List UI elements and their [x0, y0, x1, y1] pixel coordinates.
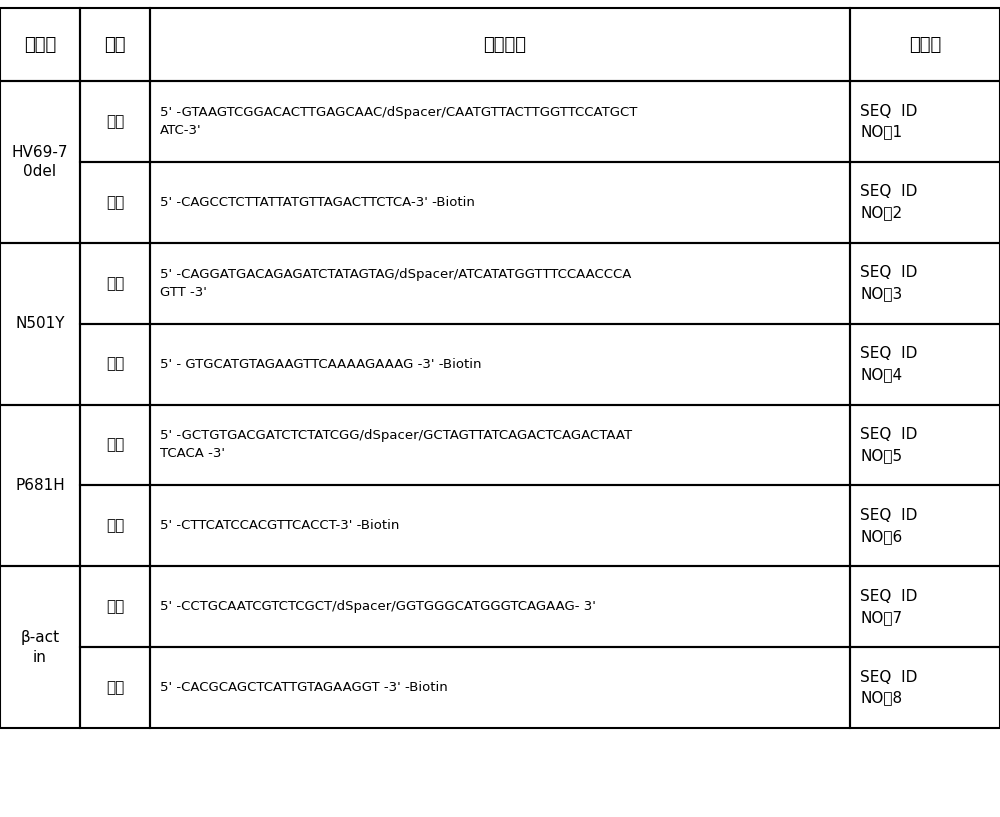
Bar — [80, 566, 150, 647]
Text: 5' -CACGCAGCTCATTGTAGAAGGT -3' -Biotin: 5' -CACGCAGCTCATTGTAGAAGGT -3' -Biotin — [160, 681, 448, 694]
Text: SEQ  ID
NO：4: SEQ ID NO：4 — [860, 346, 917, 382]
Bar — [0, 81, 80, 243]
Text: 上游: 上游 — [106, 276, 124, 291]
Text: 下游: 下游 — [106, 518, 124, 534]
Text: SEQ  ID
NO：6: SEQ ID NO：6 — [860, 508, 917, 544]
Bar — [850, 324, 1000, 404]
Bar — [0, 566, 80, 728]
Bar — [80, 8, 150, 81]
Bar — [150, 243, 850, 324]
Bar — [150, 647, 850, 728]
Bar — [80, 162, 150, 243]
Bar — [0, 404, 80, 566]
Bar — [850, 243, 1000, 324]
Text: 上游: 上游 — [106, 114, 124, 129]
Bar — [0, 243, 80, 404]
Bar — [850, 8, 1000, 81]
Text: 5' -CCTGCAATCGTCTCGCT/dSpacer/GGTGGGCATGGGTCAGAAG- 3': 5' -CCTGCAATCGTCTCGCT/dSpacer/GGTGGGCATG… — [160, 600, 596, 614]
Bar — [80, 404, 150, 485]
Bar — [150, 162, 850, 243]
Bar — [150, 81, 850, 162]
Bar — [850, 162, 1000, 243]
Bar — [80, 485, 150, 566]
Bar — [150, 8, 850, 81]
Bar — [150, 485, 850, 566]
Bar — [80, 243, 150, 324]
Text: SEQ  ID
NO：3: SEQ ID NO：3 — [860, 266, 917, 301]
Text: P681H: P681H — [15, 478, 65, 493]
Bar — [850, 81, 1000, 162]
Bar — [80, 647, 150, 728]
Text: SEQ  ID
NO：5: SEQ ID NO：5 — [860, 427, 917, 463]
Text: β-act
in: β-act in — [20, 630, 60, 664]
Text: 下游: 下游 — [106, 195, 124, 210]
Text: 5' -CTTCATCCACGTTCACCT-3' -Biotin: 5' -CTTCATCCACGTTCACCT-3' -Biotin — [160, 520, 399, 533]
Text: 下游: 下游 — [106, 680, 124, 695]
Bar — [80, 324, 150, 404]
Bar — [150, 566, 850, 647]
Bar — [850, 485, 1000, 566]
Bar — [850, 566, 1000, 647]
Text: 5' -GTAAGTCGGACACTTGAGCAAC/dSpacer/CAATGTTACTTGGTTCCATGCT
ATC-3': 5' -GTAAGTCGGACACTTGAGCAAC/dSpacer/CAATG… — [160, 106, 637, 137]
Text: 5' - GTGCATGTAGAAGTTCAAAAGAAAG -3' -Biotin: 5' - GTGCATGTAGAAGTTCAAAAGAAAG -3' -Biot… — [160, 358, 482, 371]
Text: SEQ  ID
NO：1: SEQ ID NO：1 — [860, 104, 917, 140]
Text: 下游: 下游 — [106, 357, 124, 372]
Text: 5' -CAGGATGACAGAGATCTATAGTAG/dSpacer/ATCATATGGTTTCCAACCCA
GTT -3': 5' -CAGGATGACAGAGATCTATAGTAG/dSpacer/ATC… — [160, 268, 631, 299]
Text: SEQ  ID
NO：7: SEQ ID NO：7 — [860, 589, 917, 625]
Text: 5' -GCTGTGACGATCTCTATCGG/dSpacer/GCTAGTTATCAGACTCAGACTAAT
TCACA -3': 5' -GCTGTGACGATCTCTATCGG/dSpacer/GCTAGTT… — [160, 430, 632, 461]
Bar — [850, 404, 1000, 485]
Bar — [150, 404, 850, 485]
Bar — [850, 647, 1000, 728]
Text: N501Y: N501Y — [15, 316, 65, 331]
Bar — [0, 8, 80, 81]
Text: 5' -CAGCCTCTTATTATGTTAGACTTCTCA-3' -Biotin: 5' -CAGCCTCTTATTATGTTAGACTTCTCA-3' -Biot… — [160, 196, 475, 209]
Text: 位置: 位置 — [104, 36, 126, 54]
Text: 靶基因: 靶基因 — [24, 36, 56, 54]
Text: 序列号: 序列号 — [909, 36, 941, 54]
Text: 引物序列: 引物序列 — [484, 36, 526, 54]
Bar — [150, 324, 850, 404]
Text: 上游: 上游 — [106, 599, 124, 614]
Text: HV69-7
0del: HV69-7 0del — [12, 145, 68, 180]
Bar — [80, 81, 150, 162]
Text: SEQ  ID
NO：8: SEQ ID NO：8 — [860, 670, 917, 706]
Text: 上游: 上游 — [106, 437, 124, 453]
Text: SEQ  ID
NO：2: SEQ ID NO：2 — [860, 185, 917, 221]
